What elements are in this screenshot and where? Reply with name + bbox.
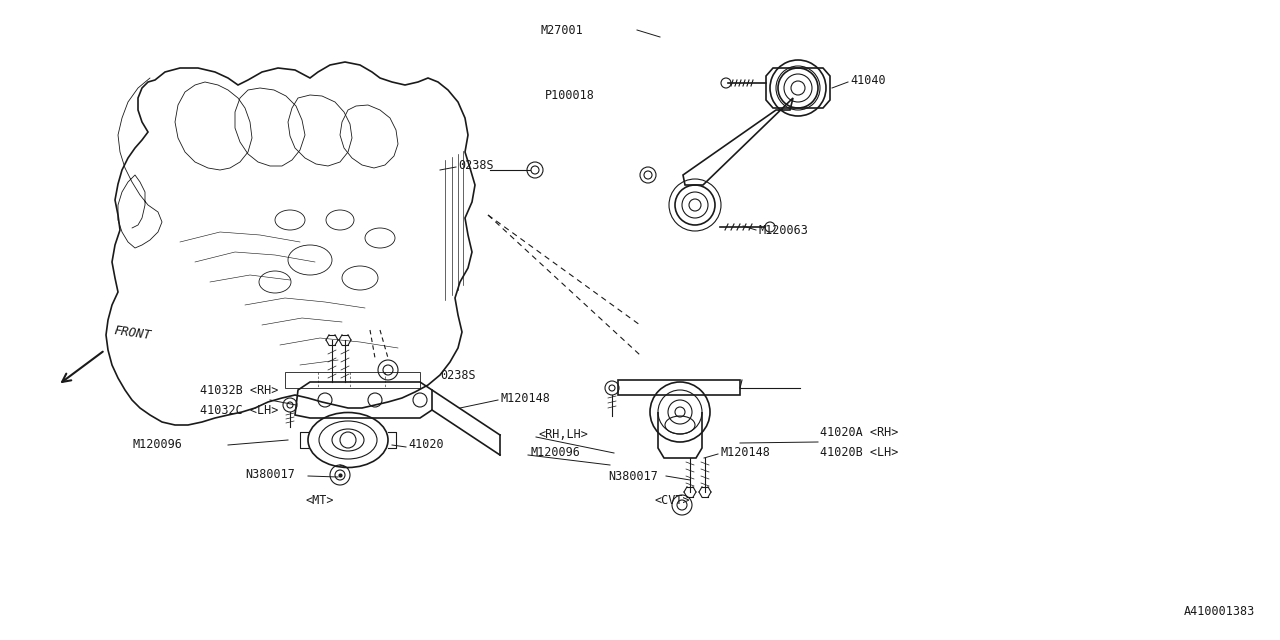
Text: FRONT: FRONT: [113, 324, 152, 342]
Text: M120148: M120148: [500, 392, 550, 404]
Text: 0238S: 0238S: [458, 159, 494, 172]
Text: 41020: 41020: [408, 438, 444, 451]
Text: 41020B <LH>: 41020B <LH>: [820, 445, 899, 458]
Text: M120096: M120096: [530, 447, 580, 460]
Text: <MT>: <MT>: [306, 493, 334, 506]
Text: M120063: M120063: [758, 223, 808, 237]
Text: A410001383: A410001383: [1184, 605, 1254, 618]
Text: 41020A <RH>: 41020A <RH>: [820, 426, 899, 438]
Text: M120096: M120096: [132, 438, 182, 451]
Text: P100018: P100018: [545, 88, 595, 102]
Text: N380017: N380017: [608, 470, 658, 483]
Text: 41040: 41040: [850, 74, 886, 86]
Text: <RH,LH>: <RH,LH>: [538, 429, 588, 442]
Text: 41032B <RH>: 41032B <RH>: [200, 383, 278, 397]
Text: <CVT>: <CVT>: [654, 493, 690, 506]
Text: M120148: M120148: [721, 445, 769, 458]
Text: N380017: N380017: [244, 468, 294, 481]
Text: M27001: M27001: [540, 24, 582, 36]
Text: 0238S: 0238S: [440, 369, 476, 381]
Text: 41032C <LH>: 41032C <LH>: [200, 403, 278, 417]
